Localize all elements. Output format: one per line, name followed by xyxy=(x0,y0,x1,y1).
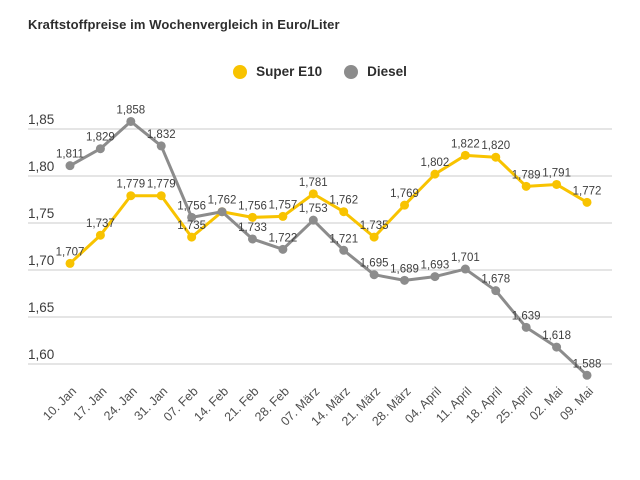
data-point-label-diesel: 1,722 xyxy=(268,232,297,244)
y-axis-label: 1,70 xyxy=(28,253,54,268)
data-point-label-super-e10: 1,802 xyxy=(421,157,450,169)
data-point-label-diesel: 1,588 xyxy=(573,358,602,370)
legend-dot-diesel-icon xyxy=(344,64,359,79)
data-point-diesel xyxy=(552,342,562,352)
data-point-diesel xyxy=(521,322,531,332)
data-point-diesel xyxy=(126,116,136,126)
data-point-label-diesel: 1,689 xyxy=(390,263,419,275)
data-point-super-e10 xyxy=(339,207,349,217)
data-point-label-diesel: 1,762 xyxy=(208,195,237,207)
legend-dot-super-e10-icon xyxy=(233,64,248,79)
data-point-label-diesel: 1,639 xyxy=(512,310,541,322)
data-point-super-e10 xyxy=(460,150,470,160)
data-point-super-e10 xyxy=(156,191,166,201)
data-point-label-super-e10: 1,756 xyxy=(238,200,267,212)
chart-legend: Super E10 Diesel xyxy=(0,64,640,79)
data-point-super-e10 xyxy=(369,232,379,242)
data-point-label-diesel: 1,693 xyxy=(421,260,450,272)
data-point-super-e10 xyxy=(582,197,592,207)
legend-item-diesel: Diesel xyxy=(344,64,407,79)
data-point-label-diesel: 1,721 xyxy=(329,233,358,245)
data-point-diesel xyxy=(95,144,105,154)
data-point-label-super-e10: 1,820 xyxy=(481,140,510,152)
legend-item-super-e10: Super E10 xyxy=(233,64,322,79)
data-point-diesel xyxy=(460,264,470,274)
data-point-diesel xyxy=(308,215,318,225)
data-point-label-super-e10: 1,781 xyxy=(299,177,328,189)
data-point-label-super-e10: 1,822 xyxy=(451,138,480,150)
data-point-label-super-e10: 1,779 xyxy=(116,179,145,191)
data-point-diesel xyxy=(369,270,379,280)
data-point-label-diesel: 1,858 xyxy=(116,104,145,116)
data-point-super-e10 xyxy=(308,189,318,199)
data-point-diesel xyxy=(491,286,501,296)
data-point-label-super-e10: 1,791 xyxy=(542,167,571,179)
data-point-label-super-e10: 1,735 xyxy=(360,220,389,232)
legend-label-diesel: Diesel xyxy=(367,64,407,79)
data-point-super-e10 xyxy=(95,230,105,240)
data-point-diesel xyxy=(187,212,197,222)
data-point-super-e10 xyxy=(126,191,136,201)
data-point-label-diesel: 1,701 xyxy=(451,252,480,264)
legend-label-super-e10: Super E10 xyxy=(256,64,323,79)
data-point-label-diesel: 1,811 xyxy=(56,149,84,161)
data-point-label-super-e10: 1,735 xyxy=(177,220,206,232)
data-point-diesel xyxy=(339,245,349,255)
data-point-diesel xyxy=(217,207,227,217)
data-point-label-diesel: 1,678 xyxy=(481,274,510,286)
data-point-super-e10 xyxy=(247,212,257,222)
data-point-diesel xyxy=(430,272,440,282)
data-point-label-super-e10: 1,769 xyxy=(390,188,419,200)
data-point-super-e10 xyxy=(552,179,562,189)
data-point-label-super-e10: 1,772 xyxy=(573,185,602,197)
data-point-label-diesel: 1,829 xyxy=(86,132,115,144)
data-point-diesel xyxy=(582,370,592,380)
data-point-super-e10 xyxy=(521,181,531,191)
data-point-super-e10 xyxy=(187,232,197,242)
data-point-label-diesel: 1,695 xyxy=(360,258,389,270)
data-point-diesel xyxy=(65,161,75,171)
data-point-label-diesel: 1,733 xyxy=(238,222,267,234)
data-point-label-super-e10: 1,737 xyxy=(86,218,115,230)
data-point-label-super-e10: 1,707 xyxy=(56,246,85,258)
series-line-super-e10 xyxy=(68,153,589,265)
series-line-diesel xyxy=(68,119,589,377)
data-point-label-super-e10: 1,762 xyxy=(329,195,358,207)
data-point-label-super-e10: 1,757 xyxy=(268,199,297,211)
data-point-super-e10 xyxy=(491,152,501,162)
data-point-label-diesel: 1,832 xyxy=(147,129,176,141)
data-point-super-e10 xyxy=(65,258,75,268)
data-point-diesel xyxy=(278,244,288,254)
data-point-label-super-e10: 1,779 xyxy=(147,179,176,191)
x-axis-label: 09. Mai xyxy=(557,384,596,423)
data-point-label-diesel: 1,753 xyxy=(299,203,328,215)
data-point-label-diesel: 1,756 xyxy=(177,200,206,212)
chart-title: Kraftstoffpreise im Wochenvergleich in E… xyxy=(28,17,340,32)
y-axis-label: 1,65 xyxy=(28,300,54,315)
data-point-diesel xyxy=(400,275,410,285)
data-point-super-e10 xyxy=(400,200,410,210)
data-point-diesel xyxy=(247,234,257,244)
data-point-label-diesel: 1,618 xyxy=(542,330,571,342)
x-axis-label: 02. Mai xyxy=(527,384,566,423)
y-axis-label: 1,80 xyxy=(28,159,54,174)
data-point-super-e10 xyxy=(278,211,288,221)
data-point-super-e10 xyxy=(430,169,440,179)
y-axis-label: 1,85 xyxy=(28,112,54,127)
data-point-label-super-e10: 1,789 xyxy=(512,169,541,181)
y-axis-label: 1,75 xyxy=(28,206,54,221)
y-axis-label: 1,60 xyxy=(28,347,54,362)
data-point-diesel xyxy=(156,141,166,151)
